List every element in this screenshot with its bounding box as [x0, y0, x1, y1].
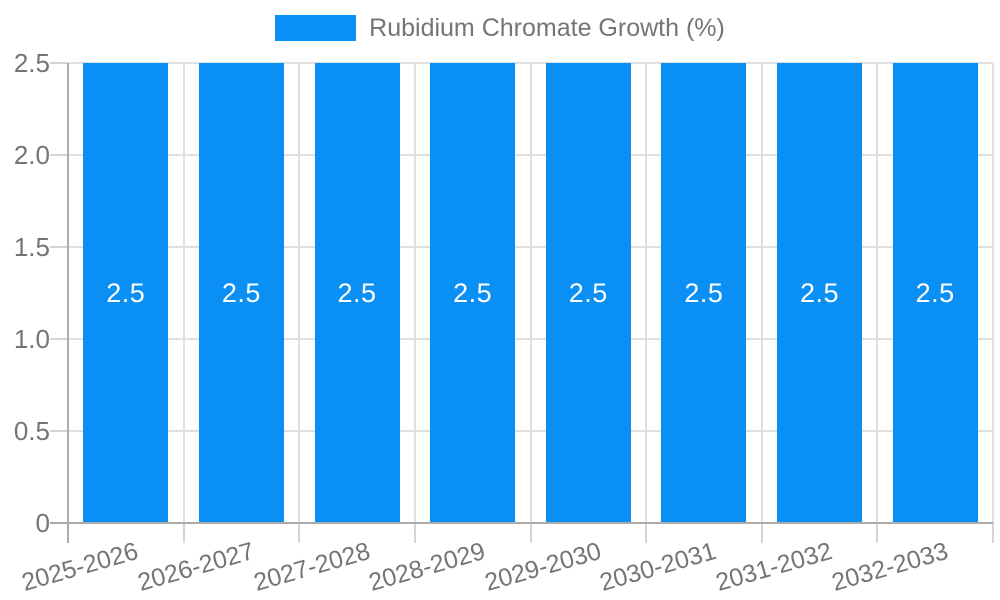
y-axis-tick-label: 2.0 — [13, 140, 50, 170]
x-gridline — [992, 63, 994, 523]
y-axis-tick-label: 0 — [35, 508, 50, 538]
x-gridline — [298, 63, 301, 523]
y-axis-tick — [50, 430, 68, 432]
bar-2030-2031[interactable]: 2.5 — [661, 63, 747, 523]
x-gridline — [645, 63, 648, 523]
y-axis-tick-label: 2.5 — [13, 48, 50, 78]
x-axis-label-2025-2026: 2025-2026 — [18, 537, 142, 597]
x-gridline — [760, 63, 763, 523]
x-axis-label-2027-2028: 2027-2028 — [250, 537, 373, 597]
x-axis-label-2030-2031: 2030-2031 — [597, 537, 720, 597]
x-axis-tick — [298, 523, 301, 543]
bar-value-label: 2.5 — [568, 277, 608, 308]
x-axis-tick — [876, 523, 879, 543]
x-axis-tick — [182, 523, 185, 543]
x-axis-label-2031-2032: 2031-2032 — [712, 537, 836, 597]
y-axis-tick — [50, 338, 68, 340]
x-axis-tick — [413, 523, 416, 543]
bar-value-label: 2.5 — [337, 277, 377, 308]
bar-value-label: 2.5 — [221, 277, 261, 308]
x-gridline — [413, 63, 416, 523]
x-gridline — [876, 63, 879, 523]
bar-value-label: 2.5 — [453, 277, 493, 308]
x-gridline — [182, 63, 185, 523]
x-axis-tick — [529, 523, 532, 543]
bar-2027-2028[interactable]: 2.5 — [314, 63, 400, 523]
legend[interactable]: Rubidium Chromate Growth (%) — [0, 13, 1000, 43]
bar-value-label: 2.5 — [684, 277, 724, 308]
x-axis-label-2032-2033: 2032-2033 — [828, 537, 951, 597]
legend-label: Rubidium Chromate Growth (%) — [369, 14, 725, 42]
y-axis-line — [67, 63, 69, 543]
bar-value-label: 2.5 — [800, 277, 840, 308]
x-axis-label-2026-2027: 2026-2027 — [134, 537, 258, 597]
bar-2032-2033[interactable]: 2.5 — [892, 63, 978, 523]
y-axis-tick-label: 1.0 — [13, 324, 50, 354]
y-axis-tick — [50, 246, 68, 248]
bar-value-label: 2.5 — [106, 277, 146, 308]
x-axis-tick — [992, 523, 994, 543]
bar-2026-2027[interactable]: 2.5 — [198, 63, 284, 523]
x-axis-line — [50, 522, 993, 524]
y-axis-tick — [50, 62, 68, 64]
y-axis-tick — [50, 154, 68, 156]
plot-area: 2.5 2.0 1.5 1.0 0.5 0 2.5 2.5 2.5 2.5 2.5 2.5 2.5 2.5… — [14, 48, 994, 597]
x-axis-tick — [760, 523, 763, 543]
bar-2025-2026[interactable]: 2.5 — [83, 63, 169, 523]
x-axis-label-2028-2029: 2028-2029 — [365, 537, 489, 597]
bar-value-label: 2.5 — [915, 277, 955, 308]
x-gridline — [529, 63, 532, 523]
x-axis-label-2029-2030: 2029-2030 — [481, 537, 605, 597]
y-axis-tick-label: 0.5 — [13, 416, 50, 446]
bar-2028-2029[interactable]: 2.5 — [430, 63, 516, 523]
bar-2029-2030[interactable]: 2.5 — [545, 63, 631, 523]
x-axis-tick — [645, 523, 648, 543]
legend-swatch-icon — [275, 15, 357, 41]
y-axis-tick-label: 1.5 — [13, 232, 50, 262]
bar-2031-2032[interactable]: 2.5 — [777, 63, 863, 523]
